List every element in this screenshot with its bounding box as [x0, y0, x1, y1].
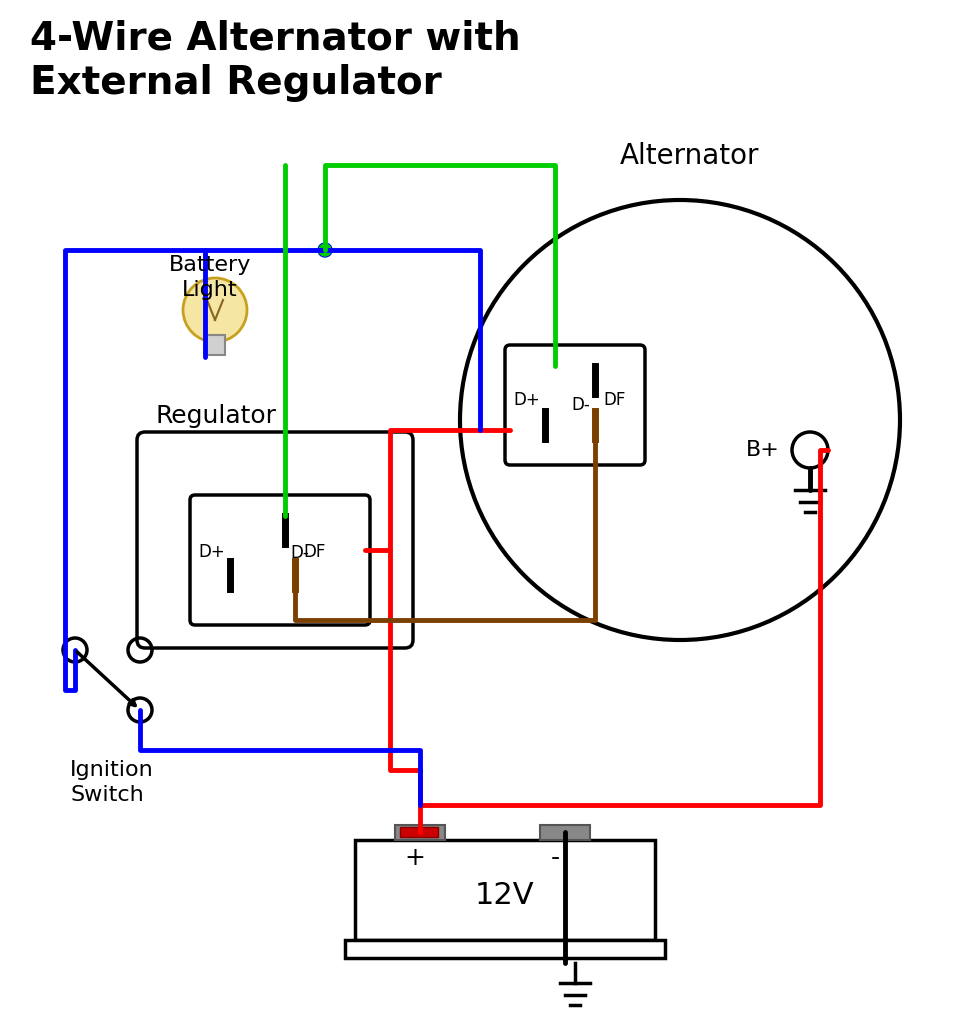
Circle shape	[183, 278, 247, 342]
Text: D+: D+	[199, 543, 225, 561]
Text: DF: DF	[603, 391, 625, 409]
Text: 4-Wire Alternator with
External Regulator: 4-Wire Alternator with External Regulato…	[30, 20, 520, 102]
Text: -: -	[550, 846, 560, 870]
FancyBboxPatch shape	[400, 827, 438, 837]
Text: 12V: 12V	[475, 881, 535, 909]
Text: +: +	[404, 846, 425, 870]
Text: B+: B+	[746, 440, 780, 460]
Text: D+: D+	[514, 391, 540, 409]
Text: DF: DF	[303, 543, 325, 561]
Circle shape	[319, 244, 331, 256]
Text: D-: D-	[571, 396, 590, 414]
FancyBboxPatch shape	[505, 345, 645, 465]
Text: Alternator: Alternator	[620, 142, 759, 170]
Text: D-: D-	[290, 544, 309, 562]
Circle shape	[318, 243, 332, 257]
Text: Ignition
Switch: Ignition Switch	[70, 760, 154, 805]
FancyBboxPatch shape	[137, 432, 413, 648]
FancyBboxPatch shape	[540, 825, 590, 840]
FancyBboxPatch shape	[190, 495, 370, 625]
FancyBboxPatch shape	[205, 335, 225, 355]
FancyBboxPatch shape	[345, 940, 665, 958]
FancyBboxPatch shape	[395, 825, 445, 840]
FancyBboxPatch shape	[355, 840, 655, 940]
Text: Battery
Light: Battery Light	[169, 255, 252, 300]
Text: Regulator: Regulator	[155, 404, 276, 428]
